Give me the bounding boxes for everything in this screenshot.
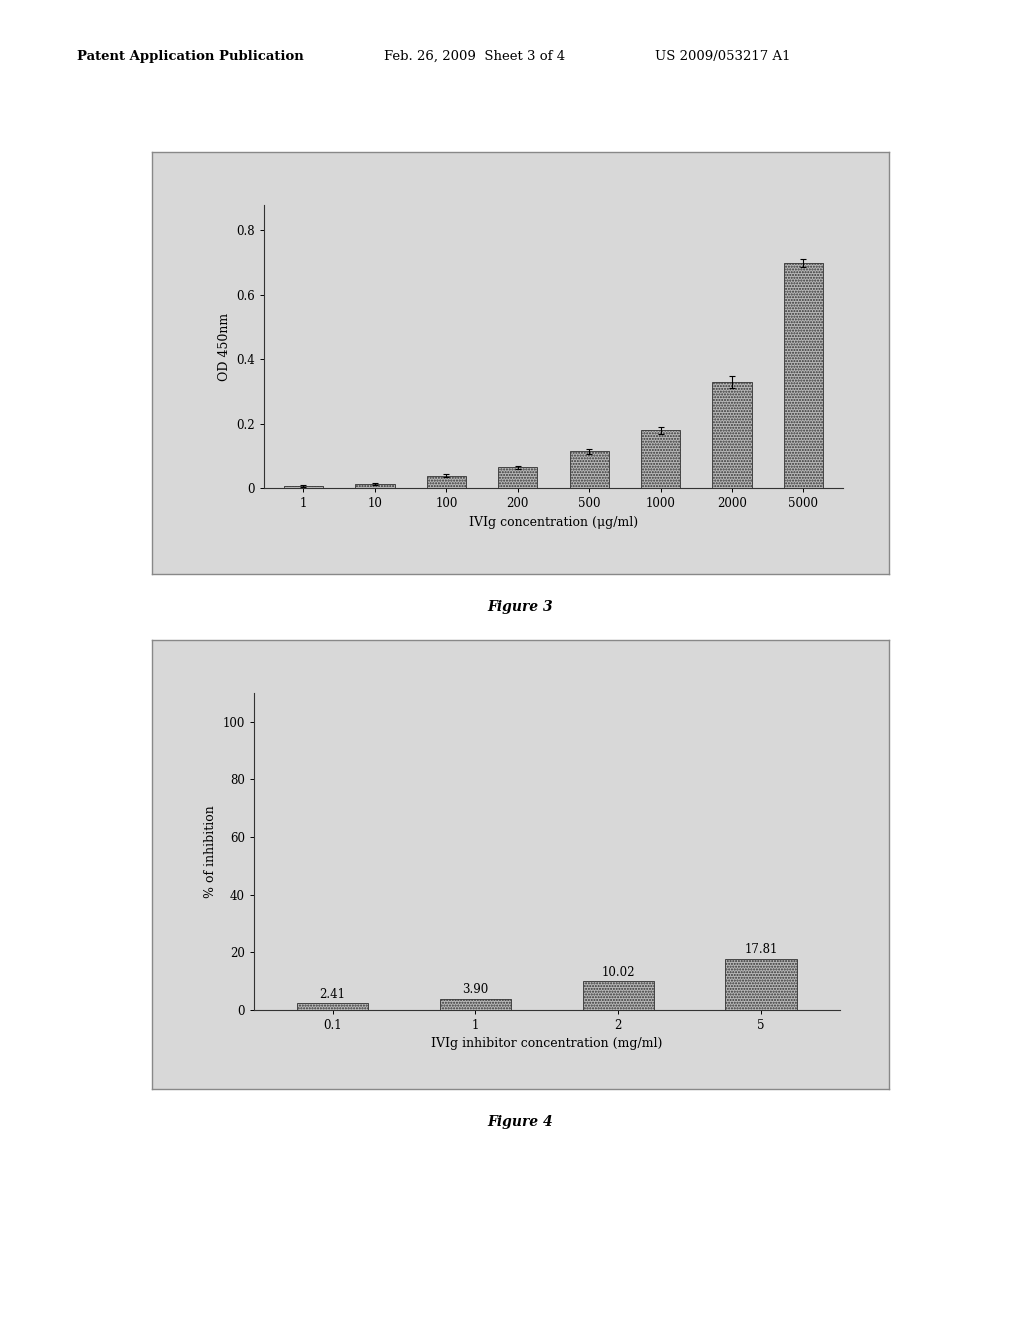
Text: US 2009/053217 A1: US 2009/053217 A1 <box>655 50 791 63</box>
Bar <box>427 475 466 488</box>
Bar <box>355 483 394 488</box>
Bar <box>284 486 324 488</box>
Text: 3.90: 3.90 <box>462 983 488 997</box>
Text: Feb. 26, 2009  Sheet 3 of 4: Feb. 26, 2009 Sheet 3 of 4 <box>384 50 565 63</box>
Text: 2.41: 2.41 <box>319 987 345 1001</box>
Bar <box>297 1003 369 1010</box>
Bar <box>569 451 609 488</box>
Bar <box>583 981 654 1010</box>
Y-axis label: % of inhibition: % of inhibition <box>204 805 217 898</box>
Text: 10.02: 10.02 <box>601 966 635 978</box>
Text: Figure 3: Figure 3 <box>487 601 553 614</box>
Bar <box>713 381 752 488</box>
Text: Figure 4: Figure 4 <box>487 1115 553 1129</box>
Bar <box>783 263 823 488</box>
Text: 17.81: 17.81 <box>744 944 778 956</box>
Bar <box>439 998 511 1010</box>
Bar <box>641 430 680 488</box>
Y-axis label: OD 450nm: OD 450nm <box>218 313 230 380</box>
Text: Patent Application Publication: Patent Application Publication <box>77 50 303 63</box>
X-axis label: IVIg inhibitor concentration (mg/ml): IVIg inhibitor concentration (mg/ml) <box>431 1038 663 1051</box>
Bar <box>498 467 538 488</box>
X-axis label: IVIg concentration (μg/ml): IVIg concentration (μg/ml) <box>469 516 638 529</box>
Bar <box>725 958 797 1010</box>
